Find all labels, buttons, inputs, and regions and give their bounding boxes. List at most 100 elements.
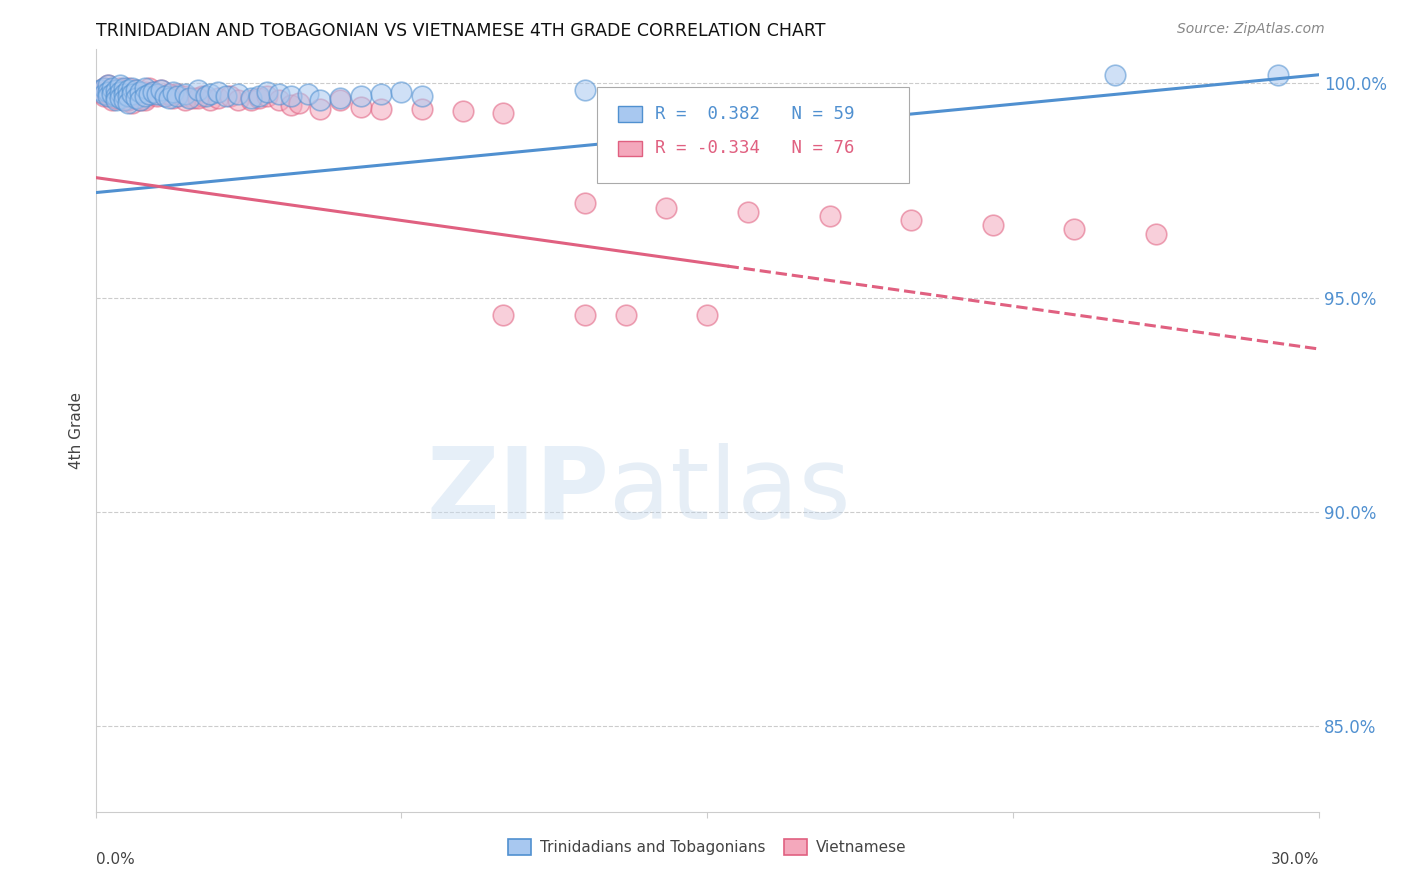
Point [194, 89, 217, 103]
Text: 30.0%: 30.0% [1271, 852, 1319, 867]
Point [112, 87, 135, 101]
Point [112, 87, 135, 101]
Point [129, 85, 152, 99]
Point [655, 201, 678, 215]
Point [138, 87, 160, 101]
Point [179, 91, 201, 105]
Point [142, 85, 165, 99]
Point [134, 80, 156, 95]
Point [146, 87, 169, 101]
Point [239, 91, 262, 105]
Point [166, 89, 188, 103]
Point [108, 80, 131, 95]
Point [125, 91, 148, 105]
Point [166, 87, 188, 101]
Point [190, 89, 212, 103]
Point [451, 104, 474, 119]
Point [157, 87, 180, 101]
Point [97, 87, 120, 101]
Y-axis label: 4th Grade: 4th Grade [69, 392, 84, 469]
Point [149, 83, 172, 97]
Point [329, 91, 352, 105]
Text: ZIP: ZIP [426, 443, 609, 540]
Point [411, 102, 433, 116]
Point [138, 87, 160, 101]
Point [112, 94, 135, 108]
Point [153, 89, 176, 103]
Point [134, 89, 156, 103]
Point [174, 87, 197, 101]
Point [149, 83, 172, 97]
Point [247, 89, 270, 103]
Point [256, 89, 278, 103]
Point [117, 83, 139, 97]
Point [112, 94, 135, 108]
Point [93, 80, 115, 95]
Point [411, 89, 433, 103]
Point [1267, 68, 1289, 82]
Point [228, 94, 250, 108]
Point [97, 87, 120, 101]
FancyBboxPatch shape [617, 141, 643, 156]
Point [1104, 68, 1126, 82]
Point [370, 102, 392, 116]
FancyBboxPatch shape [598, 87, 910, 183]
Point [108, 89, 131, 103]
Point [121, 87, 143, 101]
Point [89, 85, 111, 99]
Point [256, 85, 278, 99]
Point [162, 91, 184, 105]
Point [125, 83, 148, 97]
Point [105, 89, 127, 103]
Point [153, 89, 176, 103]
Point [146, 87, 169, 101]
Point [215, 89, 238, 103]
Point [900, 213, 922, 227]
Text: R =  0.382   N = 59: R = 0.382 N = 59 [655, 105, 853, 123]
Point [108, 91, 131, 105]
Point [574, 308, 596, 322]
Point [370, 87, 392, 101]
Point [105, 91, 127, 105]
Point [93, 80, 115, 95]
Point [117, 89, 139, 103]
Point [207, 91, 229, 105]
Point [142, 85, 165, 99]
Point [492, 106, 515, 120]
Point [108, 87, 131, 101]
Text: 0.0%: 0.0% [96, 852, 135, 867]
Point [101, 94, 124, 108]
Point [101, 83, 124, 97]
Point [288, 95, 311, 110]
Point [108, 78, 131, 93]
Point [97, 78, 120, 93]
Point [117, 95, 139, 110]
Text: Source: ZipAtlas.com: Source: ZipAtlas.com [1177, 22, 1324, 37]
Point [134, 91, 156, 105]
Point [981, 218, 1004, 232]
Point [112, 80, 135, 95]
Point [391, 85, 413, 99]
Point [574, 196, 596, 211]
Point [89, 83, 111, 97]
Point [198, 94, 221, 108]
Point [101, 80, 124, 95]
Point [146, 89, 169, 103]
Point [125, 87, 148, 101]
Point [117, 89, 139, 103]
Point [309, 102, 332, 116]
Point [183, 91, 205, 105]
Point [121, 89, 143, 103]
Point [121, 80, 143, 95]
Point [129, 94, 152, 108]
Point [228, 87, 250, 101]
Point [267, 87, 291, 101]
Point [93, 87, 115, 101]
Point [134, 94, 156, 108]
Point [349, 100, 371, 114]
Point [239, 94, 262, 108]
Point [186, 83, 209, 97]
Point [492, 308, 515, 322]
Point [309, 94, 332, 108]
Point [614, 308, 637, 322]
